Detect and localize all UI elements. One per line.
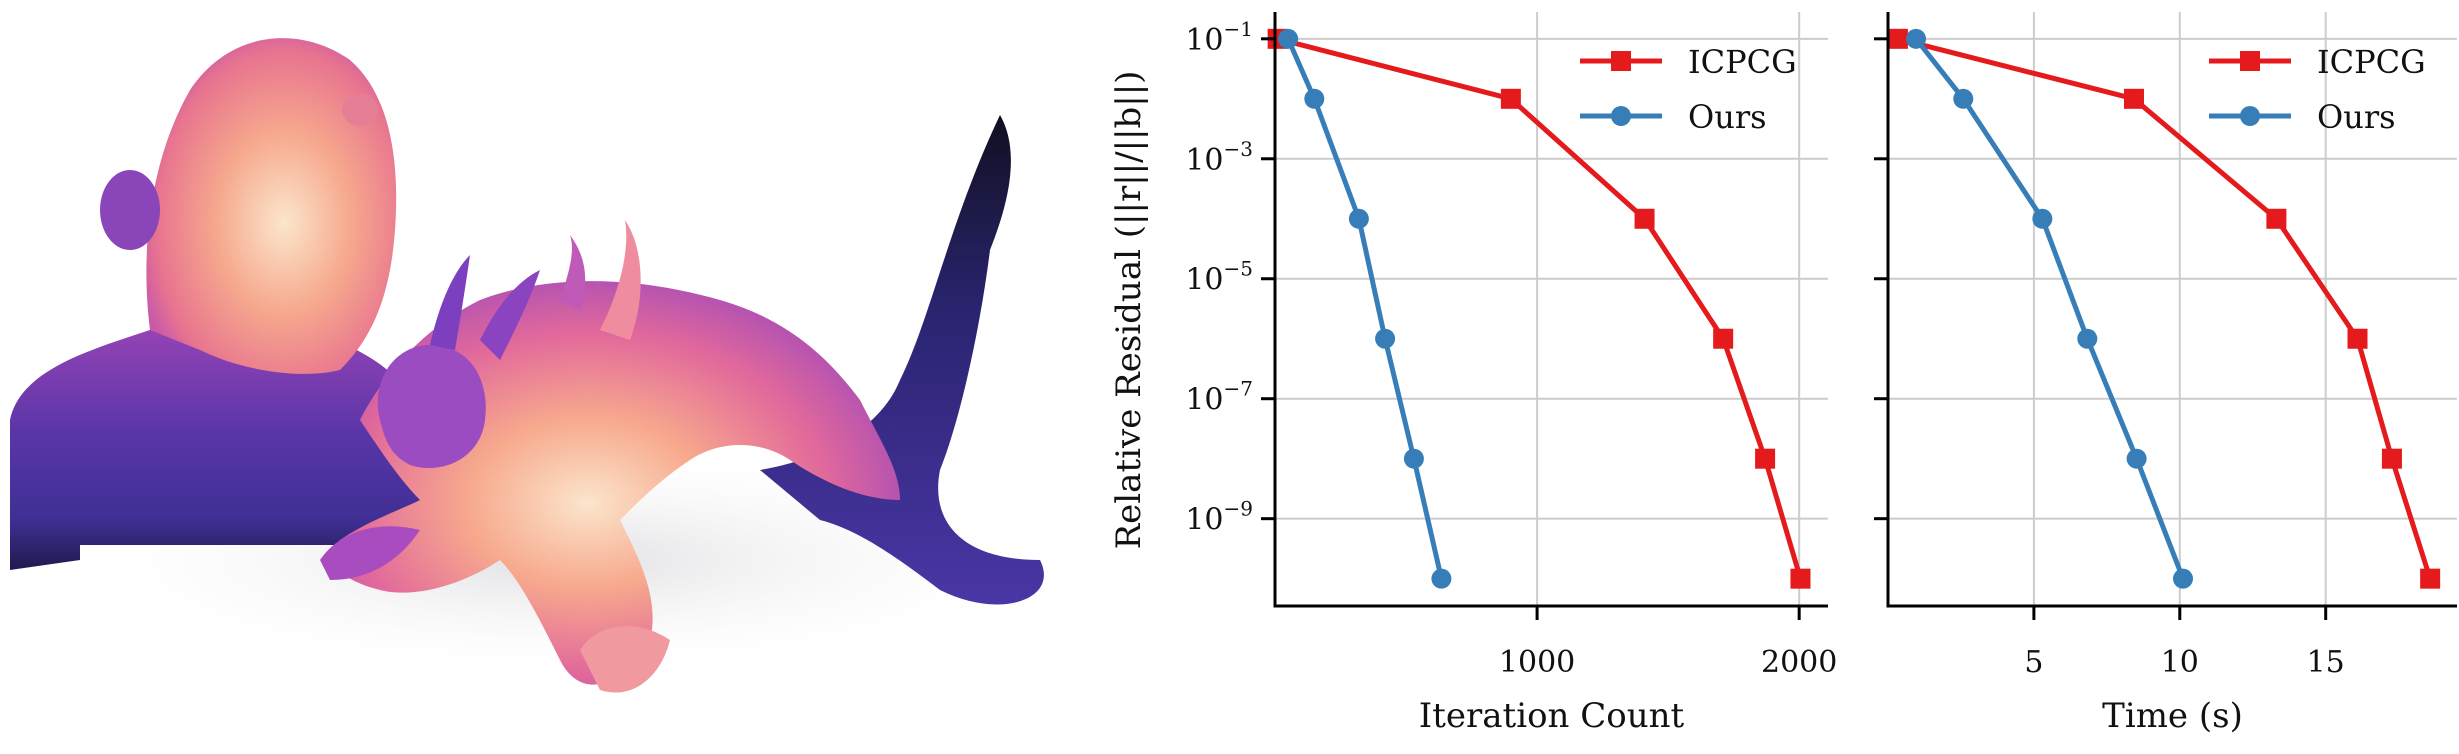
- circle-marker: [1953, 88, 1974, 109]
- circle-marker: [1375, 328, 1396, 349]
- chart-time: 5 10 15 Time (s) ICPCG Ours: [1874, 12, 2457, 736]
- legend: ICPCG Ours: [2209, 43, 2426, 136]
- render-panel: [0, 0, 1100, 750]
- circle-marker: [2077, 328, 2098, 349]
- grid-lines: [1888, 12, 2457, 606]
- square-marker: [2420, 568, 2441, 589]
- x-tick-label: 10: [2161, 645, 2199, 680]
- square-marker: [1634, 208, 1655, 229]
- square-marker: [2266, 208, 2287, 229]
- legend-label: Ours: [1688, 98, 1767, 136]
- circle-marker: [1304, 88, 1325, 109]
- circle-marker: [2173, 568, 2194, 589]
- square-marker: [1790, 568, 1811, 589]
- square-marker: [1713, 328, 1734, 349]
- x-tick-label: 1000: [1499, 645, 1575, 680]
- series-line: [1276, 36, 1803, 580]
- circle-marker: [2126, 448, 2147, 469]
- series-line: [1285, 37, 1444, 580]
- series-ours: [1906, 28, 2194, 589]
- y-axis-label: Relative Residual (||r||/||b||): [1109, 71, 1149, 550]
- legend-item-icpcg: ICPCG: [2209, 43, 2426, 81]
- square-marker: [1887, 28, 1908, 49]
- series-ours: [1278, 28, 1452, 589]
- series-line: [1914, 37, 2186, 580]
- legend-square-marker: [1611, 51, 1631, 71]
- legend-label: Ours: [2317, 98, 2396, 136]
- circle-marker: [1403, 448, 1424, 469]
- square-marker: [2123, 88, 2144, 109]
- x-axis-label: Iteration Count: [1419, 696, 1685, 736]
- legend-circle-marker: [2240, 106, 2260, 126]
- x-tick-label: 2000: [1761, 645, 1837, 680]
- circle-marker: [1431, 568, 1452, 589]
- y-tick-label: 10−5: [1185, 257, 1253, 298]
- circle-marker: [2032, 208, 2053, 229]
- legend-circle-marker: [1611, 106, 1631, 126]
- legend-item-icpcg: ICPCG: [1580, 43, 1797, 81]
- legend-item-ours: Ours: [1580, 98, 1767, 136]
- y-tick-label: 10−3: [1185, 137, 1253, 178]
- x-tick-label: 15: [2307, 645, 2345, 680]
- chart-iteration-count: 1000 2000 10−1 10−3 10−5 10−7 10−9 Iteration Co…: [1109, 12, 1837, 736]
- grid-lines: [1275, 12, 1828, 606]
- legend-label: ICPCG: [2317, 43, 2426, 81]
- square-marker: [1500, 88, 1521, 109]
- series-line: [1897, 36, 2433, 580]
- square-marker: [2381, 448, 2402, 469]
- render-illustration: [10, 38, 1080, 693]
- legend: ICPCG Ours: [1580, 43, 1797, 136]
- y-tick-label: 10−9: [1185, 497, 1253, 538]
- legend-label: ICPCG: [1688, 43, 1797, 81]
- square-marker: [2347, 328, 2368, 349]
- series-icpcg: [1887, 28, 2441, 589]
- circle-marker: [1278, 28, 1299, 49]
- circle-marker: [1906, 28, 1927, 49]
- y-tick-label: 10−1: [1185, 17, 1253, 58]
- legend-item-ours: Ours: [2209, 98, 2396, 136]
- x-tick-label: 5: [2024, 645, 2043, 680]
- circle-marker: [1348, 208, 1369, 229]
- legend-square-marker: [2240, 51, 2260, 71]
- square-marker: [1755, 448, 1776, 469]
- x-axis-label: Time (s): [2102, 696, 2243, 736]
- y-tick-label: 10−7: [1185, 377, 1253, 418]
